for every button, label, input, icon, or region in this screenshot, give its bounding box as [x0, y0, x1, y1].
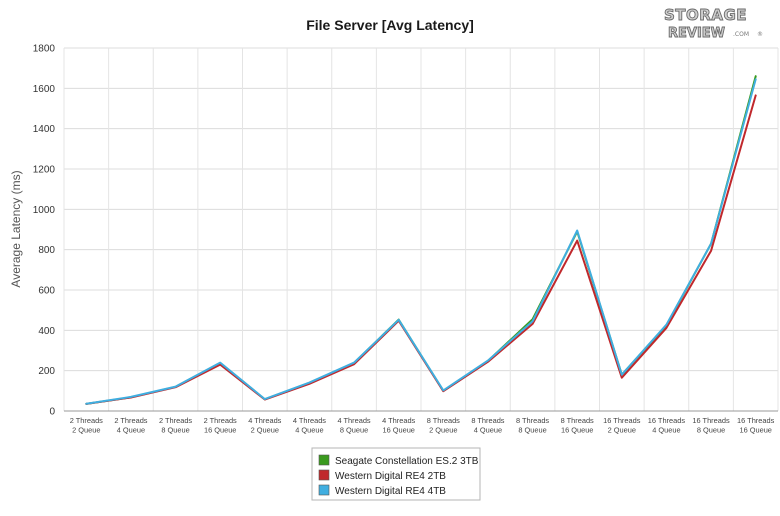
x-tick-label: 2 Threads 2 Queue [70, 416, 103, 435]
x-tick-label: 2 Threads 16 Queue [204, 416, 237, 435]
logo-mark: ® [757, 31, 763, 38]
x-tick-label: 4 Threads 8 Queue [337, 416, 370, 435]
x-tick-label: 2 Threads 4 Queue [114, 416, 147, 435]
x-tick-label: 8 Threads 8 Queue [516, 416, 549, 435]
y-tick-label: 1000 [33, 205, 56, 216]
y-tick-label: 1600 [33, 84, 56, 95]
series-lines [85, 75, 757, 405]
legend-entry: Western Digital RE4 2TB [335, 471, 446, 482]
x-tick-label: 16 Threads 2 Queue [603, 416, 641, 435]
y-tick-label: 200 [38, 366, 55, 377]
logo-suffix: .COM [733, 31, 749, 38]
y-tick-label: 600 [38, 286, 55, 297]
x-tick-label: 16 Threads 8 Queue [692, 416, 730, 435]
x-tick-label: 16 Threads 4 Queue [648, 416, 686, 435]
x-tick-label: 4 Threads 4 Queue [293, 416, 326, 435]
legend-swatch [318, 484, 330, 496]
y-tick-label: 1200 [33, 165, 56, 176]
y-tick-label: 0 [49, 407, 55, 418]
legend-entry: Western Digital RE4 4TB [335, 486, 446, 497]
y-tick-label: 1400 [33, 124, 56, 135]
x-axis-ticks: 2 Threads 2 Queue 2 Threads 4 Queue 2 Thread… [70, 416, 775, 435]
legend-swatch [318, 454, 330, 466]
x-tick-label: 16 Threads 16 Queue [737, 416, 775, 435]
x-tick-label: 8 Threads 2 Queue [427, 416, 460, 435]
x-tick-label: 4 Threads 16 Queue [382, 416, 415, 435]
storagereview-logo: STORAGE REVIEW .COM ® [664, 6, 763, 42]
y-axis-ticks: 0 200 400 600 800 1000 1200 1400 1600 1800 [33, 44, 56, 418]
series-line-3 [85, 78, 757, 405]
y-tick-label: 800 [38, 245, 55, 256]
grid [63, 47, 779, 412]
logo-line2: REVIEW [668, 26, 725, 41]
x-tick-label: 8 Threads 16 Queue [561, 416, 594, 435]
x-tick-label: 8 Threads 4 Queue [471, 416, 504, 435]
legend: Seagate Constellation ES.2 3TB Western Di… [311, 447, 481, 501]
y-tick-label: 1800 [33, 44, 56, 55]
logo-line1: STORAGE [664, 6, 747, 24]
legend-swatch [318, 469, 330, 481]
x-tick-label: 4 Threads 2 Queue [248, 416, 281, 435]
x-tick-label: 2 Threads 8 Queue [159, 416, 192, 435]
y-tick-label: 400 [38, 326, 55, 337]
legend-box [311, 447, 481, 501]
chart-title: File Server [Avg Latency] [306, 17, 474, 33]
y-axis-label: Average Latency (ms) [9, 170, 23, 287]
legend-entry: Seagate Constellation ES.2 3TB [335, 456, 479, 467]
